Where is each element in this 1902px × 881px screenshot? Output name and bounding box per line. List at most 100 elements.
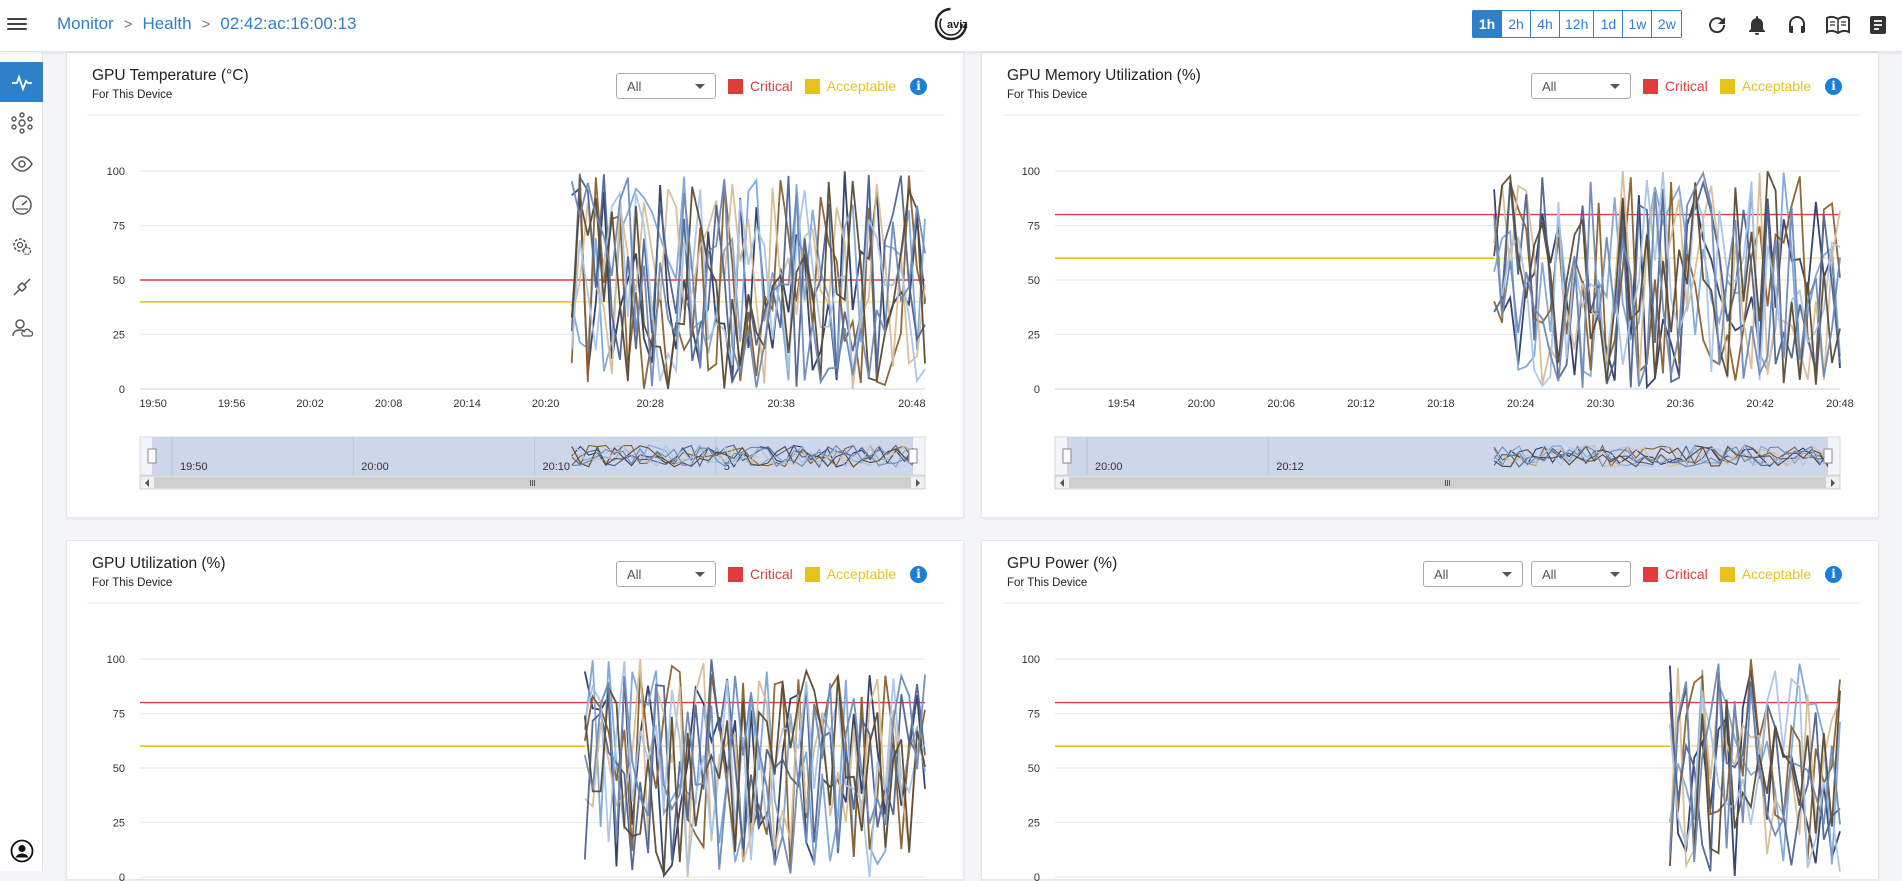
panel-gpu-utilization: 100 75 50 25 0 GPU Utilization (%) For This … [66, 540, 964, 881]
sidebar-item-users[interactable] [0, 308, 43, 348]
breadcrumb-monitor[interactable]: Monitor [57, 14, 114, 33]
y-tick-label: 100 [107, 166, 125, 178]
y-tick-label: 100 [1022, 654, 1040, 666]
range-1h-button[interactable]: 1h [1473, 11, 1502, 37]
x-tick-label: 19:50 [139, 398, 167, 410]
navigator-right-handle [1823, 448, 1833, 464]
x-tick-label: 20:28 [636, 398, 664, 410]
legend-acceptable[interactable]: Acceptable [1719, 566, 1811, 582]
panel-subtitle: For This Device [1007, 89, 1088, 101]
gpu-filter-select[interactable]: All [1422, 561, 1523, 587]
breadcrumb-health[interactable]: Health [142, 14, 192, 33]
y-tick-label: 25 [113, 330, 125, 342]
breadcrumb: Monitor > Health > 02:42:ac:16:00:13 [57, 14, 356, 34]
series-line [583, 667, 926, 875]
range-4h-button[interactable]: 4h [1531, 11, 1560, 37]
x-tick-label: 20:36 [1667, 398, 1695, 410]
sidebar-item-monitor[interactable] [0, 62, 43, 102]
account-icon [10, 839, 33, 863]
top-bar: Monitor > Health > 02:42:ac:16:00:13 avi… [0, 0, 1902, 52]
info-icon[interactable]: i [1825, 565, 1842, 583]
breadcrumb-separator-icon: > [201, 15, 211, 33]
legend-critical[interactable]: Critical [1642, 78, 1708, 94]
headset-icon[interactable] [1785, 13, 1809, 37]
sidebar-item-performance[interactable] [0, 185, 43, 225]
range-12h-button[interactable]: 12h [1560, 11, 1595, 37]
critical-swatch [727, 78, 743, 94]
scroll-left-icon [1060, 479, 1064, 487]
sidebar-item-integrations[interactable] [0, 267, 43, 307]
range-1w-button[interactable]: 1w [1623, 11, 1653, 37]
refresh-icon[interactable] [1705, 13, 1729, 37]
navigator-series [571, 444, 914, 468]
sidebar-item-network[interactable] [0, 103, 43, 143]
legend-critical[interactable]: Critical [1642, 566, 1708, 582]
y-tick-label: 50 [113, 275, 125, 287]
sidebar-item-settings[interactable] [0, 226, 43, 266]
series-line [1493, 189, 1841, 390]
menu-icon[interactable] [7, 15, 27, 35]
legend-critical[interactable]: Critical [727, 566, 793, 582]
chart-gpu-memory-utilization: 100 75 50 25 0 19:54 20:00 20:06 20:12 20:18 20:24… [1002, 114, 1860, 490]
series-line [1669, 659, 1841, 860]
info-icon[interactable]: i [1825, 77, 1842, 95]
series-filter-select[interactable]: All [1530, 561, 1631, 587]
panel-title: GPU Utilization (%) [92, 555, 226, 572]
navigator-label: 19:50 [180, 461, 208, 473]
range-2h-button[interactable]: 2h [1502, 11, 1531, 37]
navigator-label: 5 [724, 461, 730, 473]
series-line [583, 672, 926, 874]
range-1d-button[interactable]: 1d [1594, 11, 1624, 37]
series-line [1493, 170, 1841, 388]
legend-acceptable[interactable]: Acceptable [804, 78, 896, 94]
navigator-label: 20:00 [1095, 461, 1123, 473]
acceptable-swatch [1719, 78, 1735, 94]
y-tick-label: 50 [113, 763, 125, 775]
acceptable-swatch [804, 566, 820, 582]
book-icon[interactable] [1825, 13, 1851, 37]
y-tick-label: 25 [1028, 818, 1040, 830]
x-tick-label: 20:08 [375, 398, 403, 410]
bell-icon[interactable] [1745, 13, 1769, 37]
chart-gpu-power: 100 75 50 25 0 [1002, 602, 1860, 881]
navigator-selection [1067, 437, 1828, 475]
legend-critical[interactable]: Critical [727, 78, 793, 94]
y-tick-label: 75 [113, 221, 125, 233]
x-tick-label: 20:12 [1347, 398, 1375, 410]
x-tick-label: 20:24 [1507, 398, 1535, 410]
x-tick-label: 20:06 [1267, 398, 1295, 410]
y-tick-label: 100 [1022, 166, 1040, 178]
navigator-left-handle [1062, 448, 1072, 464]
sidebar-account[interactable] [0, 831, 43, 871]
time-range-selector: 1h 2h 4h 12h 1d 1w 2w [1472, 10, 1683, 38]
series-filter-select[interactable]: All [1530, 73, 1631, 99]
navigator-label: 20:12 [1276, 461, 1304, 473]
navigator-left-handle [147, 448, 157, 464]
info-icon[interactable]: i [910, 565, 927, 583]
legend-acceptable[interactable]: Acceptable [1719, 78, 1811, 94]
series-line [583, 661, 926, 878]
x-tick-label: 20:00 [1188, 398, 1216, 410]
chevron-down-icon [694, 571, 705, 577]
y-tick-label: 75 [113, 709, 125, 721]
range-2w-button[interactable]: 2w [1652, 11, 1682, 37]
acceptable-swatch [804, 78, 820, 94]
chevron-down-icon [1609, 83, 1620, 89]
breadcrumb-device[interactable]: 02:42:ac:16:00:13 [220, 14, 357, 33]
series-filter-select[interactable]: All [615, 561, 716, 587]
y-tick-label: 0 [119, 384, 125, 396]
logo-text: aviz [947, 19, 968, 31]
navigator-selection [152, 437, 913, 475]
info-icon[interactable]: i [910, 77, 927, 95]
notes-icon[interactable] [1866, 13, 1890, 37]
x-tick-label: 20:48 [898, 398, 926, 410]
panel-subtitle: For This Device [1007, 577, 1088, 589]
y-tick-label: 25 [113, 818, 125, 830]
legend-acceptable[interactable]: Acceptable [804, 566, 896, 582]
series-line [1669, 670, 1841, 872]
series-filter-select[interactable]: All [615, 73, 716, 99]
chart-gpu-utilization: 100 75 50 25 0 [87, 602, 945, 881]
scroll-right-icon [1831, 479, 1835, 487]
panel-controls: All Critical Acceptable i [615, 561, 927, 587]
sidebar-item-visibility[interactable] [0, 144, 43, 184]
